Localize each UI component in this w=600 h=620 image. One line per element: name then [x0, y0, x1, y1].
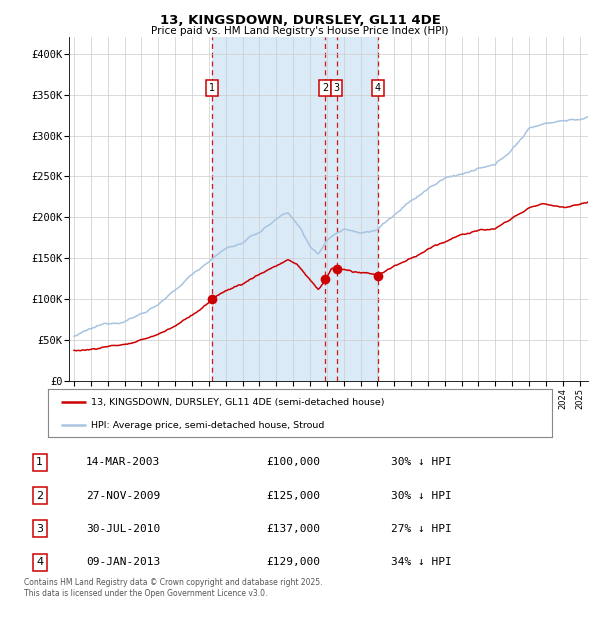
Text: £129,000: £129,000: [266, 557, 320, 567]
Text: 2: 2: [322, 83, 328, 93]
Text: HPI: Average price, semi-detached house, Stroud: HPI: Average price, semi-detached house,…: [91, 420, 324, 430]
Text: 1: 1: [209, 83, 215, 93]
Text: 34% ↓ HPI: 34% ↓ HPI: [391, 557, 451, 567]
Text: 3: 3: [36, 524, 43, 534]
Text: Price paid vs. HM Land Registry's House Price Index (HPI): Price paid vs. HM Land Registry's House …: [151, 26, 449, 36]
Text: 30% ↓ HPI: 30% ↓ HPI: [391, 490, 451, 500]
Text: £100,000: £100,000: [266, 457, 320, 467]
Text: 09-JAN-2013: 09-JAN-2013: [86, 557, 160, 567]
Text: 2: 2: [36, 490, 43, 500]
Text: 1: 1: [36, 457, 43, 467]
Text: 13, KINGSDOWN, DURSLEY, GL11 4DE: 13, KINGSDOWN, DURSLEY, GL11 4DE: [160, 14, 440, 27]
Text: Contains HM Land Registry data © Crown copyright and database right 2025.: Contains HM Land Registry data © Crown c…: [24, 578, 323, 587]
Text: 30-JUL-2010: 30-JUL-2010: [86, 524, 160, 534]
Text: 27-NOV-2009: 27-NOV-2009: [86, 490, 160, 500]
Text: 4: 4: [375, 83, 381, 93]
Text: 30% ↓ HPI: 30% ↓ HPI: [391, 457, 451, 467]
Bar: [212, 37, 378, 381]
Text: 27% ↓ HPI: 27% ↓ HPI: [391, 524, 451, 534]
Text: £125,000: £125,000: [266, 490, 320, 500]
Text: 14-MAR-2003: 14-MAR-2003: [86, 457, 160, 467]
Text: £137,000: £137,000: [266, 524, 320, 534]
Text: This data is licensed under the Open Government Licence v3.0.: This data is licensed under the Open Gov…: [24, 589, 268, 598]
Text: 3: 3: [334, 83, 340, 93]
Text: 4: 4: [36, 557, 43, 567]
Text: 13, KINGSDOWN, DURSLEY, GL11 4DE (semi-detached house): 13, KINGSDOWN, DURSLEY, GL11 4DE (semi-d…: [91, 398, 385, 407]
